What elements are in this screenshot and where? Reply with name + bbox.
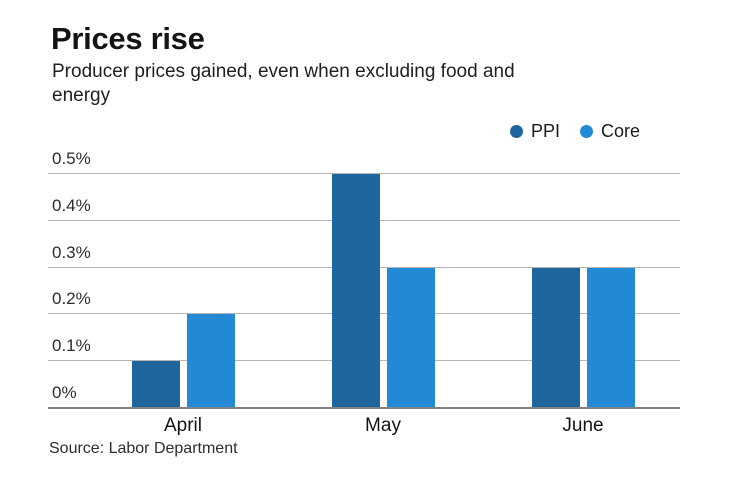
legend-label-ppi: PPI	[530, 121, 560, 141]
x-axis-label: April	[163, 415, 203, 436]
bar-ppi-may	[331, 174, 380, 408]
bar-core-april	[186, 314, 235, 408]
legend-dot-core-icon	[579, 125, 593, 138]
legend-item-ppi: PPI	[509, 121, 560, 142]
legend: PPI Core	[509, 121, 640, 142]
plot-area: 0% 0.1% 0.2% 0.3% 0.4% 0.5% April May June	[48, 149, 680, 436]
y-axis-label: 0.2%	[52, 289, 91, 309]
bar-ppi-june	[531, 267, 580, 408]
bar-core-june	[586, 267, 635, 408]
gridline	[48, 173, 680, 174]
legend-dot-ppi-icon	[509, 125, 523, 138]
x-axis-label: May	[365, 415, 401, 436]
y-axis-label: 0%	[52, 383, 77, 402]
y-axis-label: 0.4%	[52, 195, 91, 215]
y-axis-label: 0.5%	[52, 149, 91, 168]
x-axis-label: June	[562, 415, 604, 436]
chart-subtitle: Producer prices gained, even when exclud…	[52, 61, 515, 106]
legend-label-core: Core	[600, 121, 640, 141]
y-axis-label: 0.1%	[52, 336, 91, 356]
bar-core-may	[386, 267, 435, 408]
bar-ppi-april	[131, 361, 180, 408]
legend-item-core: Core	[579, 121, 640, 142]
chart-title: Prices rise	[51, 21, 205, 56]
x-axis-line	[48, 407, 680, 409]
y-axis-label: 0.3%	[52, 242, 91, 262]
source-note: Source: Labor Department	[49, 440, 238, 457]
